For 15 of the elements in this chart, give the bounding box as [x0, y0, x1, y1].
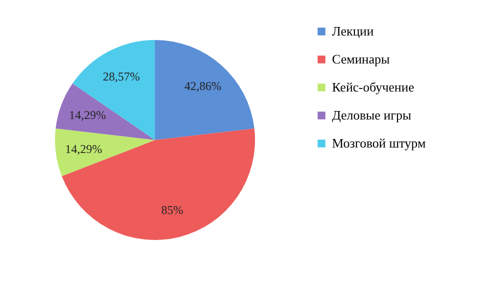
pie-slice — [55, 128, 155, 176]
data-label: 14,29% — [69, 108, 106, 122]
legend-label: Деловые игры — [332, 108, 412, 122]
data-label: 85% — [161, 202, 184, 217]
data-label: 42,86% — [184, 79, 222, 94]
legend-label: Мозговой штурм — [332, 136, 426, 150]
pie-slice — [72, 40, 155, 140]
pie-slice — [62, 128, 255, 240]
data-label: 28,57% — [102, 69, 140, 84]
legend-label: Семинары — [332, 52, 390, 66]
legend-label: Кейс-обучение — [332, 80, 414, 94]
legend-label: Лекции — [332, 24, 374, 38]
pie-slice — [56, 83, 155, 140]
data-label: 14,29% — [65, 142, 102, 156]
pie-slice — [155, 40, 254, 140]
